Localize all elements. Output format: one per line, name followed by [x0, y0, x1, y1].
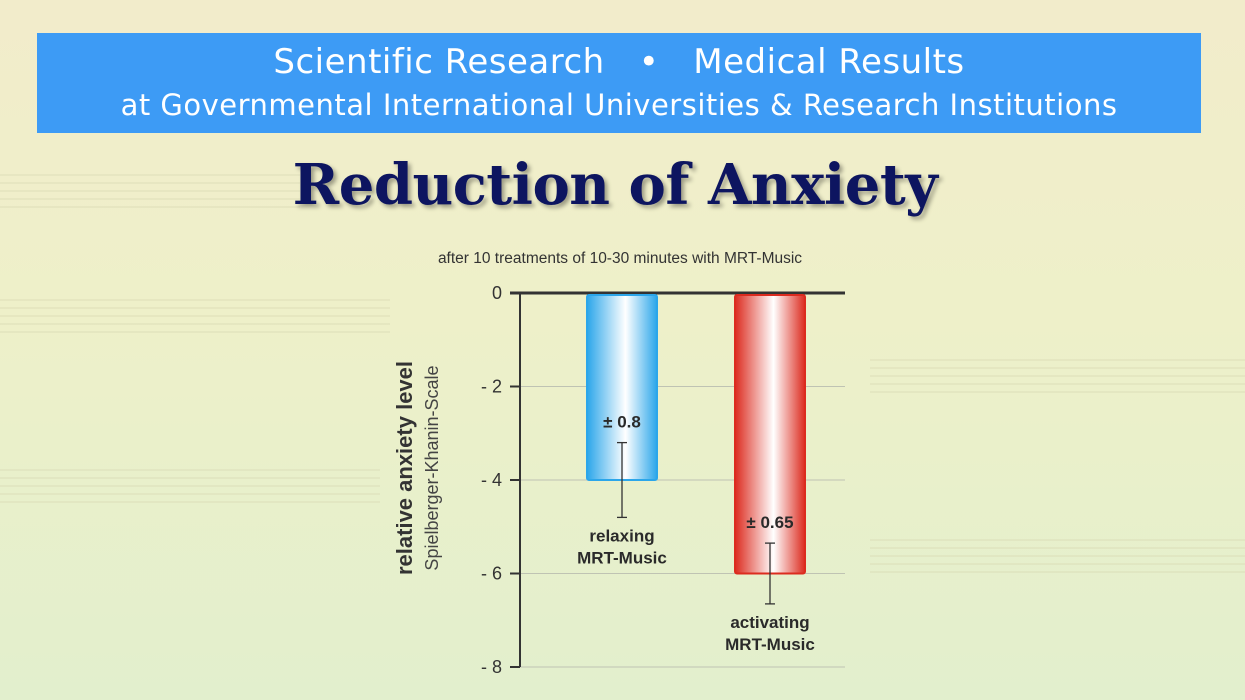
- header-banner: Scientific Research • Medical Results at G…: [37, 33, 1201, 133]
- y-tick-label: - 6: [481, 564, 502, 584]
- error-label-0: ± 0.8: [603, 413, 641, 432]
- y-axis-title: relative anxiety level Spielberger-Khani…: [392, 361, 442, 575]
- y-axis-sublabel: Spielberger-Khanin-Scale: [422, 365, 442, 570]
- banner-separator: •: [638, 42, 660, 82]
- y-tick-label: - 2: [481, 377, 502, 397]
- y-axis-label: relative anxiety level: [392, 361, 417, 575]
- bar-labels: ± 0.8 relaxing MRT-Music ± 0.65 activating MR…: [577, 413, 815, 654]
- error-label-1: ± 0.65: [746, 513, 793, 532]
- banner-line-2: at Governmental International Universiti…: [120, 88, 1118, 122]
- category-label-1-1: MRT-Music: [725, 635, 815, 654]
- y-tick-label: 0: [492, 283, 502, 303]
- category-label-0-0: relaxing: [589, 526, 654, 545]
- chart-subtitle: after 10 treatments of 10-30 minutes wit…: [438, 250, 802, 267]
- category-label-0-1: MRT-Music: [577, 548, 667, 567]
- page-title: Reduction of Anxiety: [292, 152, 938, 218]
- bars: [586, 294, 806, 605]
- category-label-1-0: activating: [730, 613, 809, 632]
- banner-medical-results: Medical Results: [693, 42, 965, 82]
- y-ticks: 0 - 2 - 4 - 6 - 8: [481, 283, 845, 677]
- y-tick-label: - 4: [481, 470, 502, 490]
- banner-scientific-research: Scientific Research: [273, 42, 605, 82]
- banner-line-1: Scientific Research • Medical Results: [37, 42, 1201, 82]
- y-tick-label: - 8: [481, 657, 502, 677]
